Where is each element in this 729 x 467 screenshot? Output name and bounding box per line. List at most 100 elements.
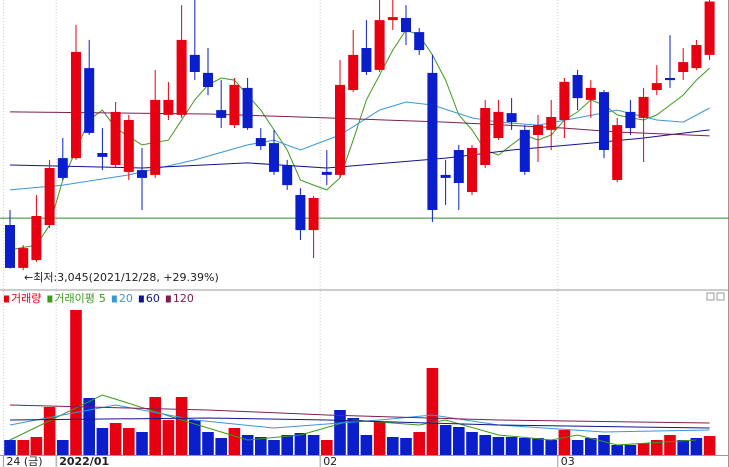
volume-bar [268,440,280,455]
candle-body [480,108,491,165]
candle-body [203,72,213,87]
candle-body [18,248,29,268]
candle-body [401,18,411,33]
volume-bar [17,440,29,455]
volume-bar [690,438,703,455]
volume-bar [466,432,478,455]
moving-average-line [9,404,710,424]
candle-body [361,48,372,72]
candle-body [467,147,477,192]
volume-bar [70,310,82,455]
candle-body [255,138,266,147]
volume-bar [532,438,544,455]
candle-body [57,158,68,178]
volume-bar [175,397,188,455]
volume-bar [611,445,623,455]
volume-bar [479,435,491,455]
candle-body [506,113,517,123]
candle-body [137,170,147,178]
volume-bar [202,432,214,455]
volume-bar [585,438,597,455]
candle-body [308,198,319,231]
annotation: ←최저:3,045(2021/12/28, +29.39%) [24,271,219,284]
legend-label: 거래이평 [54,292,94,305]
volume-bar [43,407,56,455]
candle-body [176,39,187,115]
volume-bar [545,440,557,455]
x-tick-label: 2022/01 [59,455,109,467]
volume-bar [413,432,425,455]
candle-body [295,195,306,231]
candle-body [625,111,636,129]
moving-average-line [9,394,697,446]
legend-swatch [47,295,53,303]
volume-bar [255,437,267,455]
volume-bar [571,440,584,455]
candle-body [691,45,702,69]
candle-body [453,150,464,183]
volume-bar [373,422,386,455]
volume-bar [677,440,689,455]
candle-body [123,120,134,172]
legend-swatch [4,295,9,303]
candle-body [321,171,332,175]
candle-body [427,72,438,211]
pane-button[interactable] [706,292,715,301]
moving-average-line [9,417,710,429]
volume-bar [334,410,346,455]
candle-body [559,81,570,120]
x-tick-label: 02 [323,455,337,467]
candle-body [704,1,715,55]
volume-bar [4,440,16,455]
candle-body [585,87,596,100]
legend-swatch [111,295,117,303]
candle-body [599,92,609,150]
candle-body [269,143,279,172]
volume-bar [57,440,69,455]
candle-body [282,165,293,186]
candle-body [31,216,42,261]
candle-body [97,153,108,157]
legend: 거래량 거래이평 5 20 60 120 [4,292,194,305]
volume-bar [703,436,716,455]
moving-average-line [9,404,710,433]
volume-bar [558,430,571,455]
candle-body [189,54,200,72]
volume-bar [505,437,518,455]
candle-body [638,96,649,118]
pane-button[interactable] [716,292,725,301]
candle-body [414,32,425,51]
volume-bar [598,435,610,455]
candle-body [5,225,15,268]
candle-body [71,51,81,159]
candle-body [612,125,623,180]
volume-bar [83,398,95,455]
volume-bar [624,445,637,455]
volume-bar [439,425,452,455]
volume-bar [149,397,161,455]
volume-bar [347,418,359,455]
candle-body [216,110,227,118]
candle-body [533,125,543,135]
volume-bar [307,435,320,455]
legend-label: 120 [173,292,194,305]
candle-body [493,111,504,138]
volume-bar [400,438,412,455]
candle-body [678,62,689,72]
candle-body [546,117,557,130]
candle-body [348,54,359,90]
volume-bar [294,433,307,455]
volume-bar [189,420,201,455]
volume-bar [519,438,531,455]
x-tick-label: 03 [561,455,575,467]
legend-swatch [165,295,171,303]
volume-bar [321,440,333,455]
legend-label: 20 [119,292,133,305]
volume-bar [30,437,43,455]
volume-bar [360,435,373,455]
candle-body [665,78,675,81]
candle-body [440,174,451,178]
candle-body [84,68,95,133]
volume-bar [109,423,122,455]
